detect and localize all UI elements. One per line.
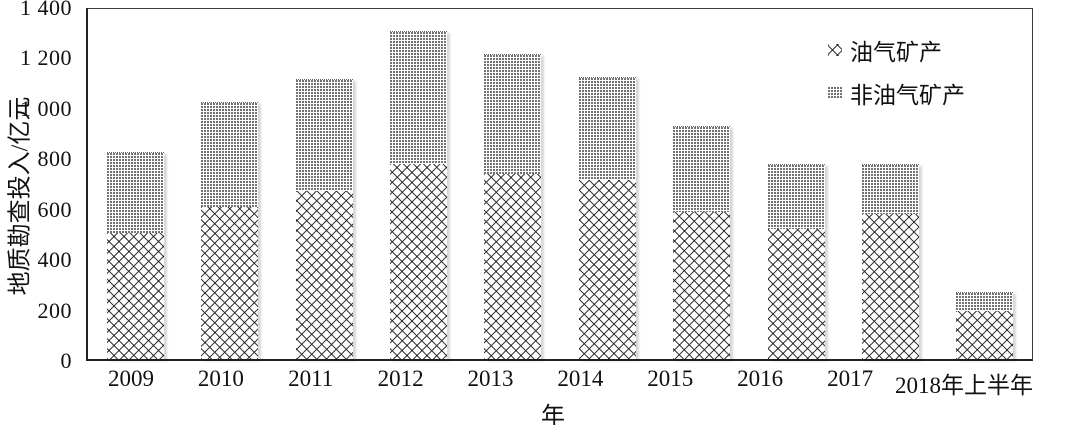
y-tick-label: 200: [37, 297, 72, 323]
bar-slot-2014: [560, 9, 654, 359]
x-tick-label: 2010: [197, 366, 244, 391]
bar-segment-dots-2013: [484, 53, 542, 174]
bar-segment-crosshatch-2011: [295, 191, 353, 359]
x-axis: 2009 2010 2011 2012 2013 2014 2015 2016 2017 2018…: [86, 366, 1033, 400]
x-tick-slot: 2011: [266, 366, 356, 400]
legend-item-crosshatch: 油气矿产: [828, 33, 965, 67]
y-tick-label: 1 400: [20, 0, 72, 20]
x-tick-slot: 2010: [176, 366, 266, 400]
bar-segment-crosshatch-2013: [484, 173, 542, 359]
bars-row: [88, 9, 1032, 359]
x-tick-slot: 2014: [535, 366, 625, 400]
x-tick-slot: 2013: [446, 366, 536, 400]
x-tick-label: 2017: [827, 366, 874, 391]
x-axis-title: 年: [541, 404, 565, 425]
bar-2011: [295, 79, 353, 359]
x-tick-label: 2011: [288, 366, 334, 391]
bar-segment-dots-2011: [295, 79, 353, 192]
x-tick-slot: 2009: [86, 366, 176, 400]
plot-area: 油气矿产 非油气矿产: [86, 8, 1033, 361]
legend-label: 油气矿产: [850, 40, 942, 65]
legend: 油气矿产 非油气矿产: [828, 33, 965, 110]
bar-slot-2013: [466, 9, 560, 359]
bar-segment-dots-2016: [767, 163, 825, 230]
x-tick-label: 2013: [467, 366, 514, 391]
y-tick-label: 1 000: [20, 95, 72, 121]
bar-segment-crosshatch-2017: [861, 214, 919, 359]
crosshatch-pattern-swatch-icon: [828, 44, 842, 56]
bar-slot-2015: [654, 9, 748, 359]
bar-2009: [106, 152, 164, 359]
bar-segment-crosshatch-2010: [201, 206, 259, 359]
x-tick-label: 2012: [377, 366, 424, 391]
bar-segment-dots-2015: [673, 125, 731, 212]
x-tick-label: 2018年上半年: [895, 373, 1034, 398]
bar-2014: [578, 76, 636, 359]
legend-label: 非油气矿产: [850, 83, 965, 108]
bar-segment-crosshatch-2016: [767, 229, 825, 359]
bar-segment-crosshatch-2009: [106, 232, 164, 359]
x-tick-slot: 2012: [356, 366, 446, 400]
x-tick-label: 2009: [107, 366, 154, 391]
x-tick-label: 2014: [557, 366, 604, 391]
y-tick-label: 0: [60, 348, 72, 373]
x-tick-slot: 2018年上半年: [895, 366, 1033, 400]
x-tick-label: 2016: [737, 366, 784, 391]
y-tick-label: 800: [37, 146, 72, 172]
bar-slot-2010: [182, 9, 276, 359]
y-tick-label: 400: [37, 247, 72, 273]
bar-2013: [484, 53, 542, 359]
y-tick-label: 1 200: [20, 45, 72, 71]
bar-slot-2011: [277, 9, 371, 359]
legend-item-dots: 非油气矿产: [828, 76, 965, 110]
x-tick-slot: 2015: [625, 366, 715, 400]
dots-pattern-swatch-icon: [828, 87, 842, 99]
bar-2015: [673, 125, 731, 359]
bar-segment-dots-2014: [578, 76, 636, 180]
bar-segment-crosshatch-2014: [578, 180, 636, 359]
bar-slot-2016: [749, 9, 843, 359]
bar-2018年上半年: [956, 291, 1014, 359]
bar-segment-crosshatch-2012: [389, 163, 447, 359]
bar-slot-2009: [88, 9, 182, 359]
bar-segment-dots-2009: [106, 152, 164, 233]
bar-segment-dots-2012: [389, 31, 447, 164]
bar-segment-crosshatch-2018年上半年: [956, 311, 1014, 359]
bar-2017: [861, 163, 919, 359]
bar-2016: [767, 163, 825, 359]
bar-segment-dots-2018年上半年: [956, 291, 1014, 312]
bar-slot-2012: [371, 9, 465, 359]
bar-slot-2017: [843, 9, 937, 359]
x-tick-slot: 2016: [715, 366, 805, 400]
y-axis: 0 200 400 600 800 1 000 1 200 1 400: [0, 0, 78, 373]
bar-slot-2018年上半年: [938, 9, 1032, 359]
bar-segment-dots-2010: [201, 101, 259, 207]
y-tick-label: 600: [37, 196, 72, 222]
bar-2010: [201, 101, 259, 359]
bar-segment-dots-2017: [861, 163, 919, 214]
bar-segment-crosshatch-2015: [673, 211, 731, 359]
x-tick-slot: 2017: [805, 366, 895, 400]
bar-2012: [389, 31, 447, 359]
x-tick-label: 2015: [647, 366, 694, 391]
